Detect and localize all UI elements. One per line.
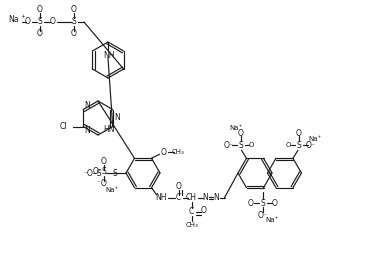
Text: CH₃: CH₃ bbox=[185, 222, 198, 228]
Text: O: O bbox=[101, 180, 107, 189]
Text: S: S bbox=[71, 18, 76, 27]
Text: Na: Na bbox=[8, 16, 19, 24]
Text: O: O bbox=[249, 142, 254, 148]
Text: O: O bbox=[272, 199, 278, 208]
Text: O: O bbox=[201, 206, 206, 215]
Text: O: O bbox=[101, 158, 107, 166]
Text: S: S bbox=[102, 168, 106, 176]
Text: N: N bbox=[203, 193, 208, 202]
Text: O: O bbox=[71, 29, 77, 38]
Text: S: S bbox=[112, 169, 117, 178]
Text: O: O bbox=[237, 129, 243, 138]
Text: O: O bbox=[285, 142, 291, 148]
Text: O: O bbox=[248, 199, 254, 208]
Text: O: O bbox=[296, 129, 302, 138]
Text: ⁻: ⁻ bbox=[96, 181, 100, 186]
Text: O: O bbox=[37, 29, 43, 38]
Text: O: O bbox=[25, 18, 31, 27]
Text: HN: HN bbox=[104, 125, 115, 134]
Text: C: C bbox=[176, 193, 181, 202]
Text: S: S bbox=[297, 141, 301, 150]
Text: S: S bbox=[238, 141, 243, 150]
Text: O⁻: O⁻ bbox=[223, 141, 234, 150]
Text: O: O bbox=[161, 148, 166, 157]
Text: C: C bbox=[189, 207, 194, 216]
Text: Na⁺: Na⁺ bbox=[265, 217, 279, 223]
Text: O: O bbox=[175, 182, 181, 191]
Text: Na⁺: Na⁺ bbox=[230, 125, 243, 131]
Text: NH: NH bbox=[156, 193, 167, 202]
Text: +: + bbox=[20, 13, 25, 18]
Text: O: O bbox=[37, 6, 43, 14]
Text: O⁻: O⁻ bbox=[306, 141, 316, 150]
Text: N: N bbox=[84, 101, 90, 110]
Text: NH: NH bbox=[103, 50, 115, 59]
Text: S: S bbox=[38, 18, 42, 27]
Text: O⁻: O⁻ bbox=[93, 168, 103, 176]
Text: O: O bbox=[71, 6, 77, 14]
Text: Na⁺: Na⁺ bbox=[105, 187, 119, 193]
Text: Cl: Cl bbox=[60, 122, 67, 131]
Text: O: O bbox=[50, 18, 56, 27]
Text: N: N bbox=[214, 193, 219, 202]
Text: Na⁺: Na⁺ bbox=[308, 136, 322, 142]
Text: CH₃: CH₃ bbox=[172, 149, 185, 155]
Text: S: S bbox=[260, 199, 265, 208]
Text: ⁻O–S: ⁻O–S bbox=[84, 169, 102, 178]
Text: O⁻: O⁻ bbox=[258, 210, 268, 220]
Text: N: N bbox=[114, 114, 119, 123]
Text: N: N bbox=[84, 126, 90, 135]
Text: CH: CH bbox=[186, 193, 197, 202]
